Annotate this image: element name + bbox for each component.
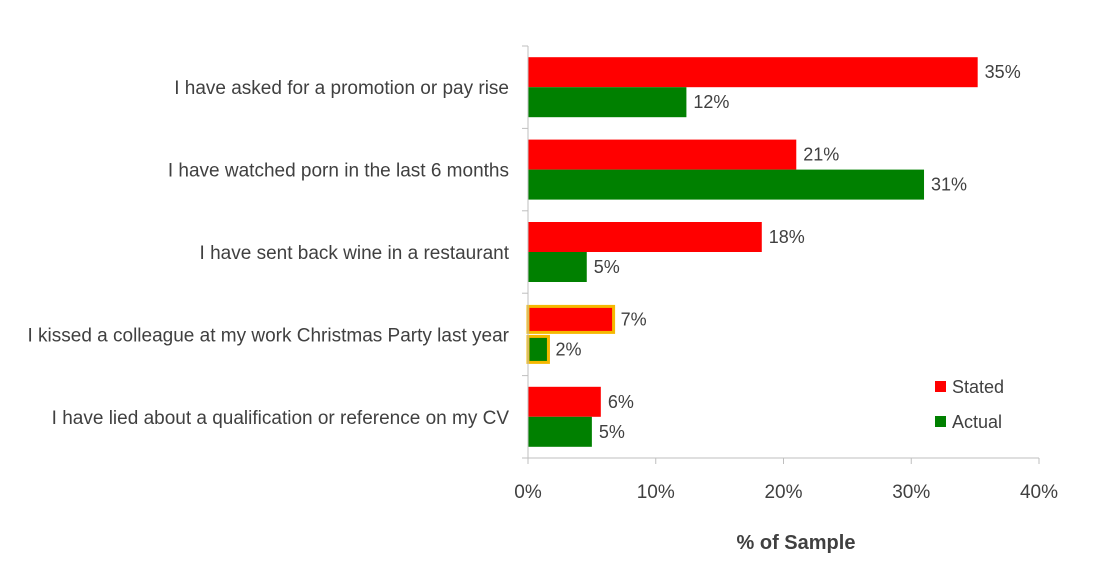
data-label: 35% bbox=[985, 62, 1021, 82]
axes bbox=[522, 45, 1040, 464]
bar-stated bbox=[528, 222, 762, 252]
x-tick-label: 20% bbox=[764, 482, 802, 503]
category-label: I have watched porn in the last 6 months bbox=[168, 161, 509, 182]
bar-actual bbox=[528, 416, 592, 447]
x-axis-title: % of Sample bbox=[737, 532, 856, 554]
data-label: 5% bbox=[599, 422, 625, 442]
legend-label-actual: Actual bbox=[952, 412, 1002, 432]
bar-actual bbox=[528, 87, 687, 118]
bar-stated bbox=[528, 57, 978, 88]
legend-swatch-stated bbox=[935, 381, 946, 392]
category-label: I kissed a colleague at my work Christma… bbox=[27, 325, 509, 346]
category-label: I have asked for a promotion or pay rise bbox=[174, 78, 509, 99]
x-tick-label: 0% bbox=[514, 482, 542, 503]
bars bbox=[526, 57, 978, 447]
data-label: 5% bbox=[594, 257, 620, 277]
data-label: 18% bbox=[769, 227, 805, 247]
legend-label-stated: Stated bbox=[952, 377, 1004, 397]
bar-actual bbox=[526, 334, 550, 364]
legend: Stated Actual bbox=[935, 377, 1004, 432]
data-label: 7% bbox=[621, 309, 647, 329]
labels: I have asked for a promotion or pay rise… bbox=[27, 62, 1058, 503]
x-tick-label: 40% bbox=[1020, 482, 1058, 503]
bar-actual bbox=[528, 252, 587, 282]
bar-stated bbox=[528, 139, 797, 170]
data-label: 6% bbox=[608, 392, 634, 412]
data-label: 31% bbox=[931, 175, 967, 195]
data-label: 2% bbox=[555, 339, 581, 359]
data-label: 12% bbox=[693, 92, 729, 112]
category-label: I have sent back wine in a restaurant bbox=[200, 243, 510, 264]
x-tick-label: 30% bbox=[892, 482, 930, 503]
bar-stated bbox=[528, 386, 601, 417]
data-label: 21% bbox=[803, 145, 839, 165]
x-tick-label: 10% bbox=[637, 482, 675, 503]
category-label: I have lied about a qualification or ref… bbox=[52, 408, 510, 429]
bar-stated bbox=[526, 304, 616, 334]
bar-actual bbox=[528, 169, 925, 200]
legend-swatch-actual bbox=[935, 416, 946, 427]
